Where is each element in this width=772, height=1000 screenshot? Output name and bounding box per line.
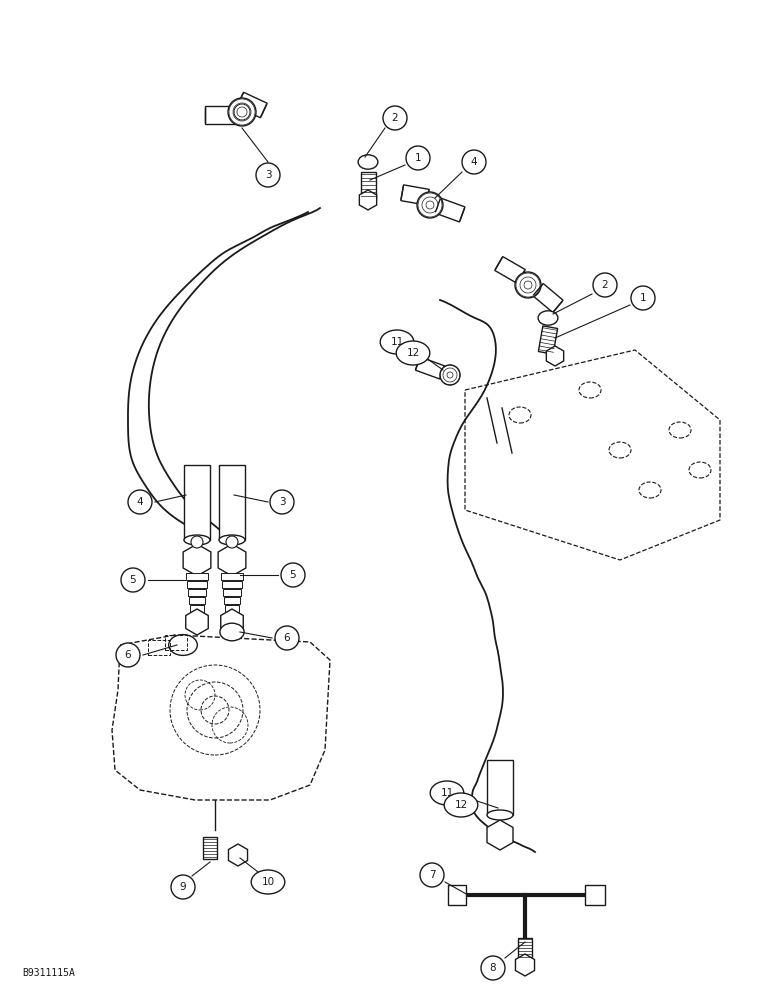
Polygon shape <box>361 172 375 198</box>
Bar <box>186 573 208 580</box>
Polygon shape <box>401 185 429 205</box>
Ellipse shape <box>169 635 198 655</box>
Polygon shape <box>415 357 445 379</box>
Ellipse shape <box>184 535 210 545</box>
Polygon shape <box>518 938 532 958</box>
Circle shape <box>440 365 460 385</box>
Text: 12: 12 <box>406 348 420 358</box>
Text: 3: 3 <box>279 497 286 507</box>
Text: 1: 1 <box>415 153 422 163</box>
Circle shape <box>270 490 294 514</box>
Bar <box>224 597 240 604</box>
Bar <box>222 581 242 588</box>
Bar <box>189 597 205 604</box>
Circle shape <box>275 626 299 650</box>
Circle shape <box>593 273 617 297</box>
Bar <box>223 589 241 596</box>
Circle shape <box>226 536 238 548</box>
Ellipse shape <box>487 810 513 820</box>
Text: 8: 8 <box>489 963 496 973</box>
Text: 4: 4 <box>137 497 144 507</box>
Bar <box>187 581 207 588</box>
Text: 11: 11 <box>440 788 454 798</box>
Bar <box>184 465 210 540</box>
Text: 2: 2 <box>601 280 608 290</box>
Ellipse shape <box>444 793 478 817</box>
Bar <box>448 885 466 905</box>
Ellipse shape <box>430 781 464 805</box>
Circle shape <box>191 536 203 548</box>
Text: 10: 10 <box>262 877 275 887</box>
Circle shape <box>481 956 505 980</box>
Ellipse shape <box>219 535 245 545</box>
Text: 5: 5 <box>290 570 296 580</box>
Circle shape <box>417 192 443 218</box>
Text: 11: 11 <box>391 337 404 347</box>
Circle shape <box>462 150 486 174</box>
Text: 4: 4 <box>471 157 477 167</box>
Text: B9311115A: B9311115A <box>22 968 75 978</box>
Text: 7: 7 <box>428 870 435 880</box>
Bar <box>148 640 170 655</box>
Circle shape <box>116 643 140 667</box>
Bar <box>190 605 204 612</box>
Bar <box>221 573 243 580</box>
Bar <box>219 465 245 540</box>
Circle shape <box>383 106 407 130</box>
Text: 9: 9 <box>180 882 186 892</box>
Text: 1: 1 <box>640 293 646 303</box>
Text: 12: 12 <box>455 800 468 810</box>
Bar <box>487 760 513 815</box>
Text: 2: 2 <box>391 113 398 123</box>
Circle shape <box>128 490 152 514</box>
Polygon shape <box>237 92 267 118</box>
Polygon shape <box>495 257 525 283</box>
Circle shape <box>281 563 305 587</box>
Ellipse shape <box>220 623 244 641</box>
Text: 6: 6 <box>283 633 290 643</box>
Circle shape <box>420 863 444 887</box>
Ellipse shape <box>380 330 414 354</box>
Circle shape <box>631 286 655 310</box>
Bar <box>225 605 239 612</box>
Circle shape <box>121 568 145 592</box>
Text: 3: 3 <box>265 170 271 180</box>
Text: 6: 6 <box>125 650 131 660</box>
Polygon shape <box>203 837 217 859</box>
Circle shape <box>228 98 256 126</box>
Circle shape <box>515 272 541 298</box>
Polygon shape <box>205 106 235 124</box>
Polygon shape <box>533 284 563 312</box>
Polygon shape <box>538 326 557 354</box>
Ellipse shape <box>251 870 285 894</box>
Ellipse shape <box>358 155 378 169</box>
Ellipse shape <box>396 341 430 365</box>
Circle shape <box>256 163 280 187</box>
Bar <box>165 635 187 650</box>
Circle shape <box>171 875 195 899</box>
Text: 5: 5 <box>130 575 137 585</box>
Circle shape <box>234 104 250 120</box>
Bar <box>585 885 605 905</box>
Polygon shape <box>435 198 465 222</box>
Bar <box>188 589 206 596</box>
Circle shape <box>406 146 430 170</box>
Ellipse shape <box>538 311 558 325</box>
